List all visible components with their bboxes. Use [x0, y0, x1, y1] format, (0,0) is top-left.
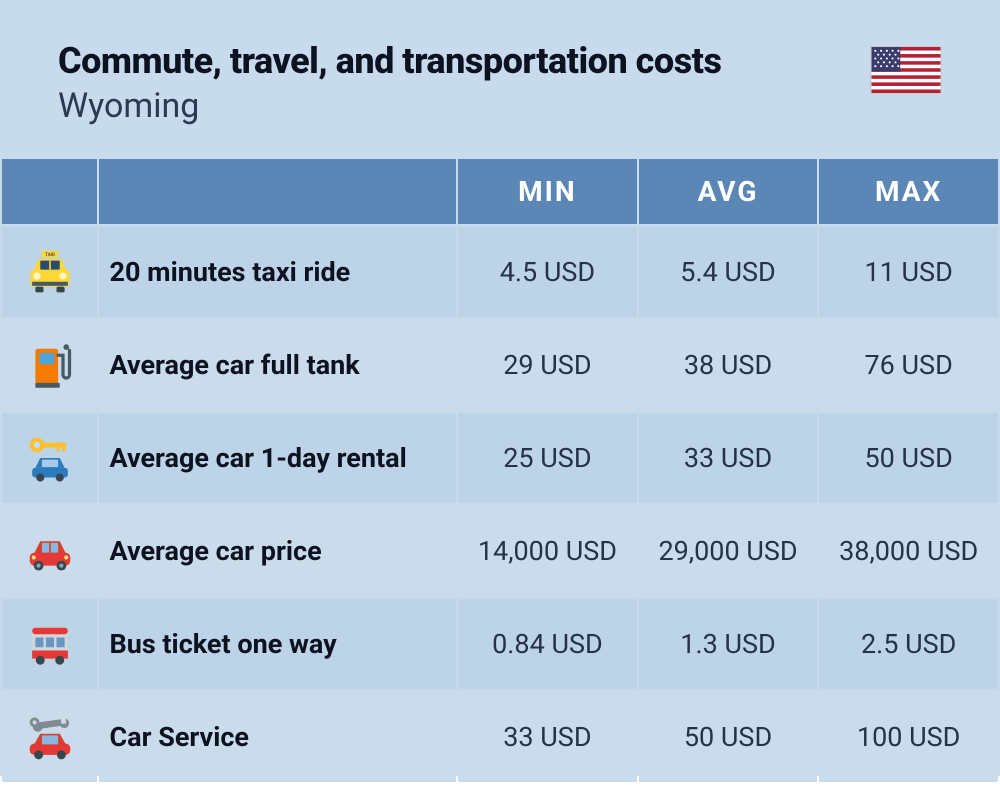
- table-row: Bus ticket one way 0.84 USD 1.3 USD 2.5 …: [2, 599, 998, 689]
- table-row: Average car price 14,000 USD 29,000 USD …: [2, 506, 998, 596]
- page: Commute, travel, and transportation cost…: [0, 0, 1000, 776]
- table-row: TAXI 20 minutes taxi ride 4.5 USD 5.4: [2, 227, 998, 317]
- table-row: Average car full tank 29 USD 38 USD 76 U…: [2, 320, 998, 410]
- row-label: Average car 1-day rental: [99, 413, 456, 503]
- header-text: Commute, travel, and transportation cost…: [58, 40, 870, 126]
- row-avg: 38 USD: [639, 320, 818, 410]
- row-label: Bus ticket one way: [99, 599, 456, 689]
- row-label: Average car price: [99, 506, 456, 596]
- row-avg: 33 USD: [639, 413, 818, 503]
- table-header-row: MIN AVG MAX: [2, 159, 998, 224]
- row-icon-cell: [2, 413, 97, 503]
- row-avg: 1.3 USD: [639, 599, 818, 689]
- fuel-pump-icon: [20, 335, 80, 395]
- svg-text:TAXI: TAXI: [45, 252, 55, 258]
- header: Commute, travel, and transportation cost…: [0, 0, 1000, 156]
- us-flag-icon: [870, 46, 942, 94]
- row-label: Average car full tank: [99, 320, 456, 410]
- row-max: 11 USD: [819, 227, 998, 317]
- row-icon-cell: TAXI: [2, 227, 97, 317]
- row-avg: 29,000 USD: [639, 506, 818, 596]
- row-min: 14,000 USD: [458, 506, 637, 596]
- page-title: Commute, travel, and transportation cost…: [58, 40, 870, 82]
- row-min: 4.5 USD: [458, 227, 637, 317]
- cost-table: MIN AVG MAX TAXI: [0, 156, 1000, 785]
- row-max: 50 USD: [819, 413, 998, 503]
- table-row: Average car 1-day rental 25 USD 33 USD 5…: [2, 413, 998, 503]
- row-max: 100 USD: [819, 692, 998, 782]
- row-label: Car Service: [99, 692, 456, 782]
- row-min: 0.84 USD: [458, 599, 637, 689]
- row-icon-cell: [2, 320, 97, 410]
- bus-icon: [20, 614, 80, 674]
- col-header-icon: [2, 159, 97, 224]
- row-icon-cell: [2, 506, 97, 596]
- row-avg: 5.4 USD: [639, 227, 818, 317]
- car-icon: [20, 521, 80, 581]
- row-label: 20 minutes taxi ride: [99, 227, 456, 317]
- table-row: Car Service 33 USD 50 USD 100 USD: [2, 692, 998, 782]
- col-header-label: [99, 159, 456, 224]
- page-subtitle: Wyoming: [58, 86, 870, 126]
- row-min: 25 USD: [458, 413, 637, 503]
- row-min: 33 USD: [458, 692, 637, 782]
- taxi-icon: TAXI: [20, 242, 80, 302]
- col-header-max: MAX: [819, 159, 998, 224]
- row-avg: 50 USD: [639, 692, 818, 782]
- col-header-avg: AVG: [639, 159, 818, 224]
- row-max: 2.5 USD: [819, 599, 998, 689]
- car-key-icon: [20, 428, 80, 488]
- row-max: 76 USD: [819, 320, 998, 410]
- row-max: 38,000 USD: [819, 506, 998, 596]
- col-header-min: MIN: [458, 159, 637, 224]
- row-min: 29 USD: [458, 320, 637, 410]
- row-icon-cell: [2, 692, 97, 782]
- row-icon-cell: [2, 599, 97, 689]
- car-service-icon: [20, 707, 80, 767]
